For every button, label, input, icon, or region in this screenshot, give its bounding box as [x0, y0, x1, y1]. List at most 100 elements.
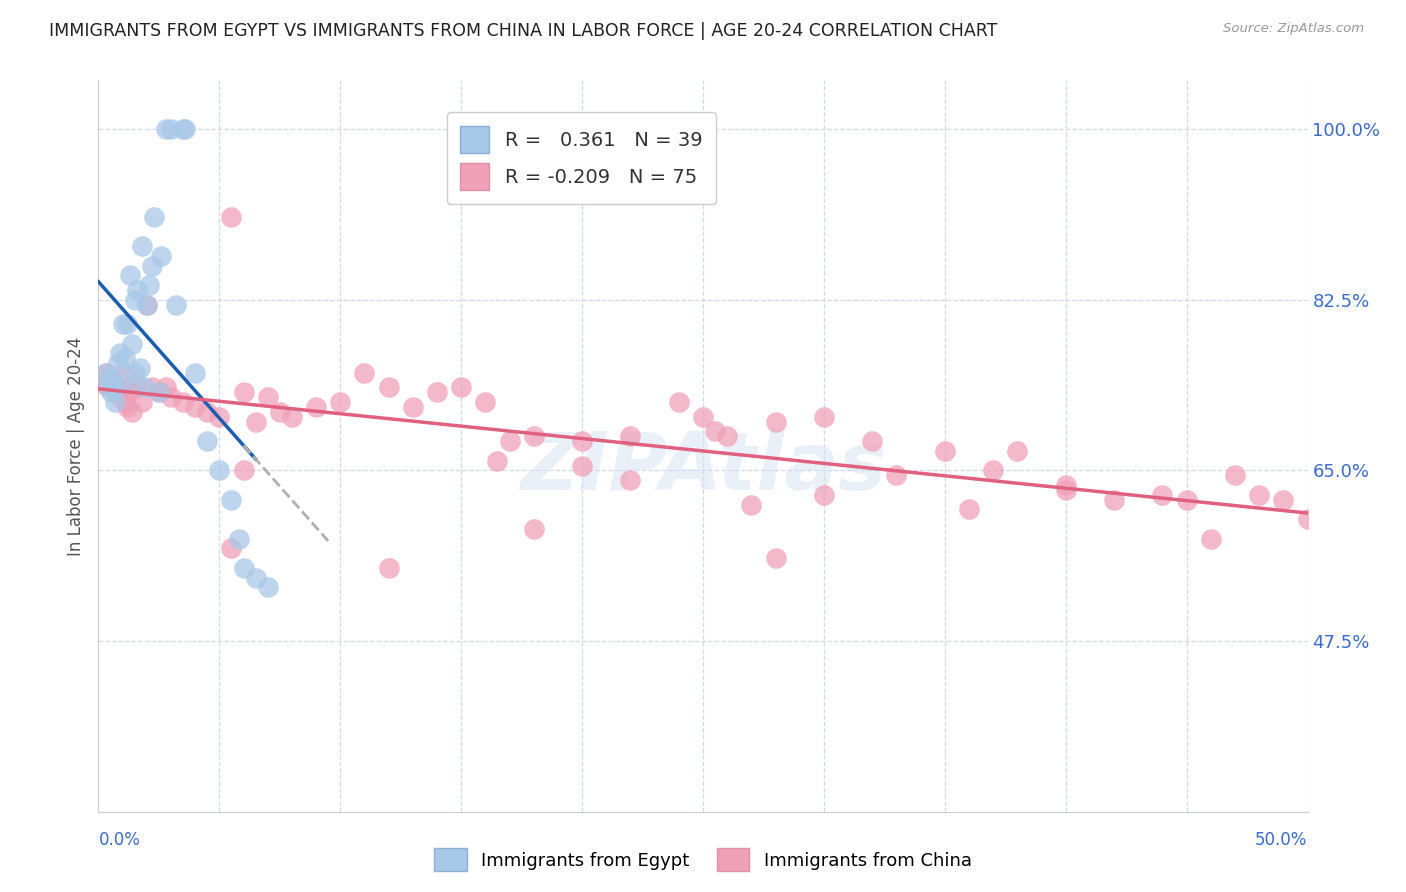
Text: 0.0%: 0.0%: [98, 831, 141, 849]
Point: [981, 463, 1004, 477]
Point: [571, 458, 593, 473]
Point: [118, 268, 141, 283]
Point: [107, 385, 129, 400]
Point: [305, 400, 328, 414]
Point: [94, 366, 117, 380]
Point: [668, 395, 690, 409]
Point: [474, 395, 496, 409]
Point: [450, 380, 472, 394]
Point: [184, 366, 207, 380]
Point: [143, 210, 166, 224]
Point: [208, 409, 231, 424]
Point: [426, 385, 449, 400]
Point: [1054, 478, 1077, 492]
Point: [486, 453, 509, 467]
Point: [160, 390, 183, 404]
Point: [134, 380, 156, 394]
Point: [108, 346, 131, 360]
Point: [124, 293, 146, 307]
Point: [523, 429, 546, 443]
Point: [135, 297, 157, 311]
Point: [108, 390, 131, 404]
Point: [957, 502, 980, 516]
Point: [118, 385, 141, 400]
Point: [195, 405, 218, 419]
Point: [813, 488, 835, 502]
Point: [221, 492, 243, 507]
Point: [1249, 488, 1271, 502]
Point: [353, 366, 375, 380]
Point: [1199, 532, 1222, 546]
Point: [148, 385, 170, 400]
Point: [232, 385, 254, 400]
Point: [148, 385, 170, 400]
Point: [111, 317, 134, 331]
Point: [740, 498, 762, 512]
Text: 50.0%: 50.0%: [1256, 831, 1308, 849]
Point: [165, 297, 187, 311]
Point: [138, 278, 160, 293]
Legend: R =   0.361   N = 39, R = -0.209   N = 75: R = 0.361 N = 39, R = -0.209 N = 75: [447, 112, 716, 204]
Point: [1152, 488, 1174, 502]
Point: [860, 434, 883, 449]
Point: [131, 395, 153, 409]
Point: [131, 239, 153, 253]
Point: [97, 376, 120, 390]
Point: [128, 361, 150, 376]
Point: [256, 390, 278, 404]
Point: [1054, 483, 1077, 497]
Point: [619, 473, 641, 487]
Point: [135, 297, 157, 311]
Point: [208, 463, 231, 477]
Point: [1272, 492, 1295, 507]
Point: [716, 429, 738, 443]
Point: [124, 376, 146, 390]
Point: [121, 405, 143, 419]
Point: [101, 376, 124, 390]
Point: [101, 380, 124, 394]
Text: Source: ZipAtlas.com: Source: ZipAtlas.com: [1223, 22, 1364, 36]
Point: [195, 434, 218, 449]
Legend: Immigrants from Egypt, Immigrants from China: Immigrants from Egypt, Immigrants from C…: [427, 841, 979, 879]
Point: [402, 400, 425, 414]
Point: [184, 400, 207, 414]
Point: [100, 385, 122, 400]
Point: [232, 561, 254, 575]
Point: [934, 443, 956, 458]
Point: [111, 376, 134, 390]
Y-axis label: In Labor Force | Age 20-24: In Labor Force | Age 20-24: [66, 336, 84, 556]
Point: [692, 409, 714, 424]
Point: [571, 434, 593, 449]
Point: [172, 395, 194, 409]
Point: [619, 429, 641, 443]
Point: [245, 571, 267, 585]
Point: [221, 210, 243, 224]
Point: [117, 317, 139, 331]
Point: [124, 366, 146, 380]
Point: [111, 366, 134, 380]
Point: [281, 409, 304, 424]
Point: [1223, 468, 1246, 483]
Point: [94, 366, 117, 380]
Point: [141, 380, 163, 394]
Point: [107, 356, 129, 370]
Point: [228, 532, 250, 546]
Point: [172, 122, 194, 136]
Point: [1296, 512, 1319, 526]
Point: [155, 122, 177, 136]
Point: [100, 370, 122, 384]
Point: [91, 376, 114, 390]
Point: [765, 551, 787, 566]
Point: [329, 395, 352, 409]
Point: [245, 415, 267, 429]
Point: [765, 415, 787, 429]
Point: [377, 380, 399, 394]
Point: [127, 283, 149, 297]
Point: [160, 122, 183, 136]
Point: [886, 468, 908, 483]
Point: [104, 395, 127, 409]
Point: [121, 336, 143, 351]
Point: [141, 259, 163, 273]
Point: [114, 395, 136, 409]
Point: [704, 425, 727, 439]
